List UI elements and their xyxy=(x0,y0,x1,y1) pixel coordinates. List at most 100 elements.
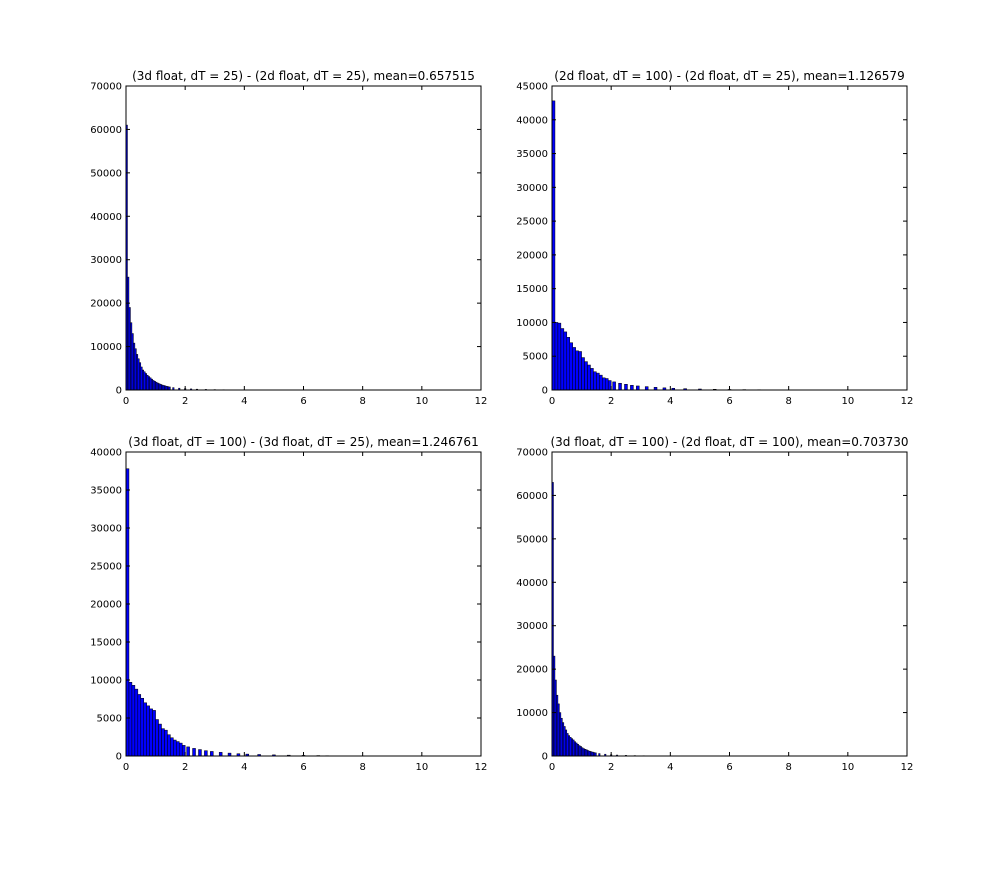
x-tick-label: 6 xyxy=(300,396,306,407)
x-tick-label: 4 xyxy=(241,396,247,407)
histogram-bar xyxy=(570,343,573,390)
x-tick-label: 0 xyxy=(123,396,129,407)
histogram-bar xyxy=(159,724,162,756)
x-tick-label: 10 xyxy=(415,396,428,407)
histogram-bar xyxy=(147,706,150,756)
histogram-bar xyxy=(588,365,591,390)
x-tick-label: 8 xyxy=(359,396,365,407)
histogram-bar xyxy=(187,747,190,756)
y-tick-label: 0 xyxy=(542,752,548,763)
y-tick-label: 20000 xyxy=(90,600,122,611)
y-tick-label: 25000 xyxy=(90,562,122,573)
y-tick-label: 70000 xyxy=(516,448,548,459)
histogram-bar xyxy=(193,748,196,756)
histogram-bar xyxy=(564,332,567,390)
histogram-bar xyxy=(132,685,135,756)
histogram-bar xyxy=(561,329,564,390)
y-tick-label: 50000 xyxy=(90,168,122,179)
histogram-bar xyxy=(135,689,138,756)
axes-frame xyxy=(126,452,481,756)
histogram-bar xyxy=(645,387,648,390)
y-tick-label: 20000 xyxy=(516,665,548,676)
histogram-bar xyxy=(150,709,153,756)
histogram-bar xyxy=(179,743,182,756)
x-tick-label: 6 xyxy=(726,762,732,773)
histogram-bar xyxy=(138,694,141,756)
y-tick-label: 40000 xyxy=(516,115,548,126)
histogram-bar xyxy=(619,383,622,390)
histogram-bar xyxy=(596,373,599,390)
y-tick-label: 40000 xyxy=(90,448,122,459)
histogram-bar xyxy=(129,682,132,756)
histogram-bar xyxy=(170,738,173,756)
x-tick-label: 12 xyxy=(475,762,488,773)
x-tick-label: 12 xyxy=(901,396,914,407)
y-tick-label: 45000 xyxy=(516,82,548,93)
y-tick-label: 35000 xyxy=(516,149,548,160)
histogram-bar xyxy=(630,385,633,390)
x-tick-label: 8 xyxy=(359,762,365,773)
x-tick-label: 8 xyxy=(785,762,791,773)
x-tick-label: 10 xyxy=(841,396,854,407)
y-tick-label: 25000 xyxy=(516,217,548,228)
x-tick-label: 0 xyxy=(549,396,555,407)
chart-title: (2d float, dT = 100) - (2d float, dT = 2… xyxy=(554,69,904,83)
histogram-bar xyxy=(590,368,593,390)
y-tick-label: 40000 xyxy=(516,578,548,589)
y-tick-label: 10000 xyxy=(516,708,548,719)
y-tick-label: 0 xyxy=(116,386,122,397)
y-tick-label: 60000 xyxy=(90,125,122,136)
x-tick-label: 10 xyxy=(841,762,854,773)
y-tick-label: 40000 xyxy=(90,212,122,223)
y-tick-label: 0 xyxy=(116,752,122,763)
histogram-bar xyxy=(204,751,207,756)
histogram-bar xyxy=(605,379,608,390)
y-tick-label: 15000 xyxy=(90,638,122,649)
histogram-bar xyxy=(624,384,627,390)
histogram-bar xyxy=(176,742,179,756)
x-tick-label: 0 xyxy=(549,762,555,773)
histogram-bar xyxy=(167,735,170,756)
x-tick-label: 2 xyxy=(182,396,188,407)
chart-title: (3d float, dT = 100) - (2d float, dT = 1… xyxy=(550,435,908,449)
histogram-bar xyxy=(164,730,167,756)
y-tick-label: 30000 xyxy=(90,524,122,535)
histogram-bar xyxy=(558,323,561,390)
x-tick-label: 0 xyxy=(123,762,129,773)
histogram-bar xyxy=(153,710,156,756)
histogram-bar xyxy=(573,347,576,390)
histogram-bar xyxy=(585,362,588,390)
histogram-bar xyxy=(210,751,213,756)
x-tick-label: 2 xyxy=(182,762,188,773)
histogram-bar xyxy=(636,386,639,390)
histogram-bar xyxy=(613,382,616,390)
y-tick-label: 35000 xyxy=(90,486,122,497)
chart-title: (3d float, dT = 100) - (3d float, dT = 2… xyxy=(128,435,478,449)
histogram-bar xyxy=(576,351,579,390)
y-tick-label: 50000 xyxy=(516,534,548,545)
y-tick-label: 30000 xyxy=(90,255,122,266)
y-tick-label: 5000 xyxy=(97,714,122,725)
x-tick-label: 4 xyxy=(667,762,673,773)
x-tick-label: 6 xyxy=(726,396,732,407)
x-tick-label: 4 xyxy=(241,762,247,773)
y-tick-label: 70000 xyxy=(90,82,122,93)
histogram-bar xyxy=(156,720,159,756)
x-tick-label: 2 xyxy=(608,762,614,773)
histogram-bar xyxy=(579,351,582,390)
histogram-bar xyxy=(198,750,201,756)
axes-frame xyxy=(552,452,907,756)
y-tick-label: 15000 xyxy=(516,284,548,295)
axes-frame xyxy=(552,86,907,390)
y-tick-label: 10000 xyxy=(516,318,548,329)
chart-title: (3d float, dT = 25) - (2d float, dT = 25… xyxy=(132,69,475,83)
x-tick-label: 4 xyxy=(667,396,673,407)
y-tick-label: 20000 xyxy=(516,250,548,261)
x-tick-label: 12 xyxy=(475,396,488,407)
histogram-bar xyxy=(582,358,585,390)
histogram-bar xyxy=(141,698,144,756)
